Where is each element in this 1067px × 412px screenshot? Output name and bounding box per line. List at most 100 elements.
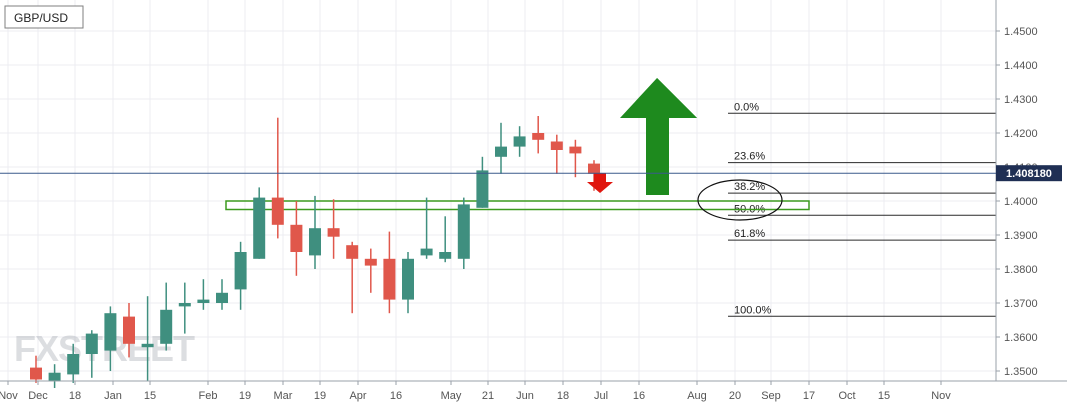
candle-body [290,224,303,252]
highlight-ellipse [697,179,783,221]
candle [476,156,489,208]
up-arrow-shape [620,78,697,195]
x-tick-label: 15 [144,390,156,402]
candle-body [383,258,396,300]
candle [569,139,582,178]
candle-body [123,316,135,344]
candle-body [197,299,210,303]
candle-body [253,197,266,259]
x-tick-label: 20 [729,390,741,402]
candle-body [160,309,173,344]
y-tick-label: 1.3700 [1004,298,1038,310]
candle-body [67,354,80,375]
candle [85,330,98,378]
x-tick-label: May [441,390,462,402]
candle-body [309,228,321,256]
fib-level-label: 61.8% [734,228,765,240]
y-tick-label: 1.4500 [1004,26,1038,38]
x-tick-label: Apr [349,390,366,402]
candle-body [457,204,470,259]
candle [290,201,303,276]
current-price-value: 1.408180 [1006,168,1052,180]
candle-body [402,258,414,300]
x-tick-label: 18 [557,390,569,402]
x-tick-label: Aug [687,390,707,402]
y-tick-label: 1.4300 [1004,94,1038,106]
y-tick-label: 1.4000 [1004,196,1038,208]
y-tick-label: 1.3500 [1004,366,1038,378]
candle-body [420,248,433,256]
candle [532,116,545,154]
y-tick-label: 1.3900 [1004,230,1038,242]
x-tick-label: 21 [482,390,494,402]
current-price-tag [996,165,1062,182]
x-tick-label: 16 [390,390,402,402]
down-arrow [587,173,613,193]
x-tick-label: 19 [314,390,326,402]
support-zone [225,200,810,211]
candle [234,241,247,310]
x-tick-label: Dec [28,390,48,402]
candle [30,355,42,383]
candle-body [216,292,228,303]
candle-body [85,333,98,354]
candle [160,282,173,351]
candle [439,216,452,263]
axes: 1.35001.36001.37001.38001.39001.40001.41… [0,0,1067,402]
candle-body [327,228,340,237]
y-tick-label: 1.3600 [1004,332,1038,344]
support-zone-rect [225,200,810,211]
symbol-label-box[interactable]: GBP/USD [4,5,84,29]
candle [48,364,61,388]
candle [178,282,191,334]
candle-body [550,141,563,150]
fibonacci-levels: 0.0%23.6%38.2%50.0%61.8%100.0% [728,101,996,317]
candle-body [532,133,545,140]
current-price: 1.408180 [0,165,1062,182]
candle-body [178,303,191,307]
x-tick-label: Mar [274,390,293,402]
candles [30,116,600,388]
candle-body [495,146,507,157]
candle-body [30,367,42,380]
candle-body [346,245,359,259]
candle-body [476,170,489,208]
symbol-label: GBP/USD [14,11,68,25]
candle [216,279,228,310]
x-tick-label: Sep [761,390,781,402]
y-tick-label: 1.3800 [1004,264,1038,276]
candle-body [104,313,117,351]
candle-body [271,197,284,225]
candle [104,306,117,371]
x-tick-label: 15 [878,390,890,402]
x-tick-label: Jun [516,390,534,402]
candle [457,197,470,269]
candle [309,195,321,269]
candle [197,279,210,310]
candle [346,241,359,314]
candle-body [48,372,61,382]
candle-body [234,252,247,290]
fib-level-label: 38.2% [734,181,765,193]
x-tick-label: Feb [199,390,218,402]
candle [141,296,154,382]
fib-level-label: 23.6% [734,151,765,163]
x-tick-label: 16 [633,390,645,402]
fib-level-label: 0.0% [734,101,759,113]
candle-body [141,343,154,348]
x-tick-label: Oct [838,390,855,402]
candle-body [588,163,600,174]
candle [123,303,135,358]
candle [327,199,340,259]
x-tick-label: 18 [69,390,81,402]
candle [67,343,80,383]
candle-body [364,258,377,266]
candle [495,122,507,174]
candle-body [439,252,452,259]
x-tick-label: Jul [594,390,608,402]
candle [271,117,284,239]
candle [420,197,433,259]
candle-body [569,146,582,154]
